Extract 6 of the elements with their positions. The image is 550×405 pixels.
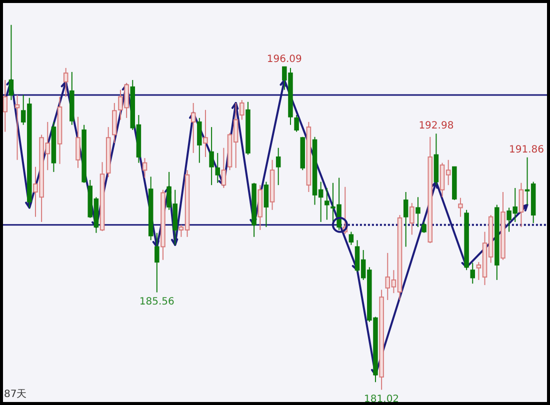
annotation: 87天 — [4, 389, 27, 400]
text: 191.86 — [509, 144, 544, 156]
text: 196.09 — [266, 54, 302, 65]
text: 192.98 — [418, 120, 454, 132]
text: 181.02 — [364, 394, 400, 405]
text: 185.56 — [139, 296, 174, 308]
